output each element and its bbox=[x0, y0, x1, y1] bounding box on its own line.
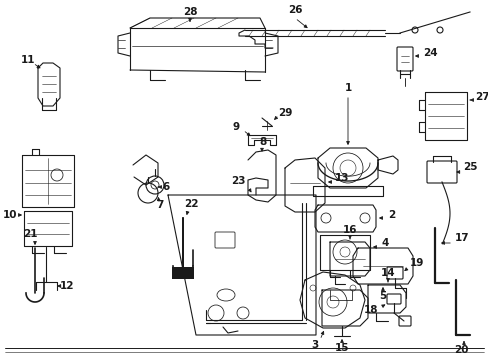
FancyBboxPatch shape bbox=[386, 267, 402, 279]
Text: 1: 1 bbox=[344, 83, 351, 93]
Text: 20: 20 bbox=[453, 345, 468, 355]
FancyBboxPatch shape bbox=[215, 232, 235, 248]
Text: 3: 3 bbox=[311, 340, 318, 350]
Text: 5: 5 bbox=[379, 291, 386, 301]
Text: 14: 14 bbox=[380, 268, 394, 278]
Text: 15: 15 bbox=[334, 343, 348, 353]
Text: 2: 2 bbox=[387, 210, 394, 220]
Text: 24: 24 bbox=[422, 48, 437, 58]
Text: 16: 16 bbox=[342, 225, 357, 235]
Text: 21: 21 bbox=[23, 229, 37, 239]
FancyBboxPatch shape bbox=[398, 316, 410, 326]
Text: 8: 8 bbox=[259, 137, 266, 147]
FancyBboxPatch shape bbox=[426, 161, 456, 183]
Text: 7: 7 bbox=[156, 200, 163, 210]
Text: 10: 10 bbox=[3, 210, 17, 220]
Text: 9: 9 bbox=[232, 122, 239, 132]
FancyBboxPatch shape bbox=[396, 47, 412, 71]
Text: 23: 23 bbox=[230, 176, 245, 186]
Text: 17: 17 bbox=[454, 233, 468, 243]
FancyBboxPatch shape bbox=[386, 294, 400, 304]
Text: 4: 4 bbox=[381, 238, 388, 248]
Text: 27: 27 bbox=[474, 92, 488, 102]
Text: 26: 26 bbox=[287, 5, 302, 15]
Text: 11: 11 bbox=[20, 55, 35, 65]
Text: 28: 28 bbox=[183, 7, 197, 17]
Text: 12: 12 bbox=[60, 281, 74, 291]
Text: 6: 6 bbox=[162, 182, 169, 192]
Text: 29: 29 bbox=[277, 108, 292, 118]
Text: 22: 22 bbox=[183, 199, 198, 209]
Text: 19: 19 bbox=[409, 258, 424, 268]
Text: 13: 13 bbox=[334, 173, 349, 183]
Text: 18: 18 bbox=[363, 305, 377, 315]
Text: 25: 25 bbox=[462, 162, 476, 172]
